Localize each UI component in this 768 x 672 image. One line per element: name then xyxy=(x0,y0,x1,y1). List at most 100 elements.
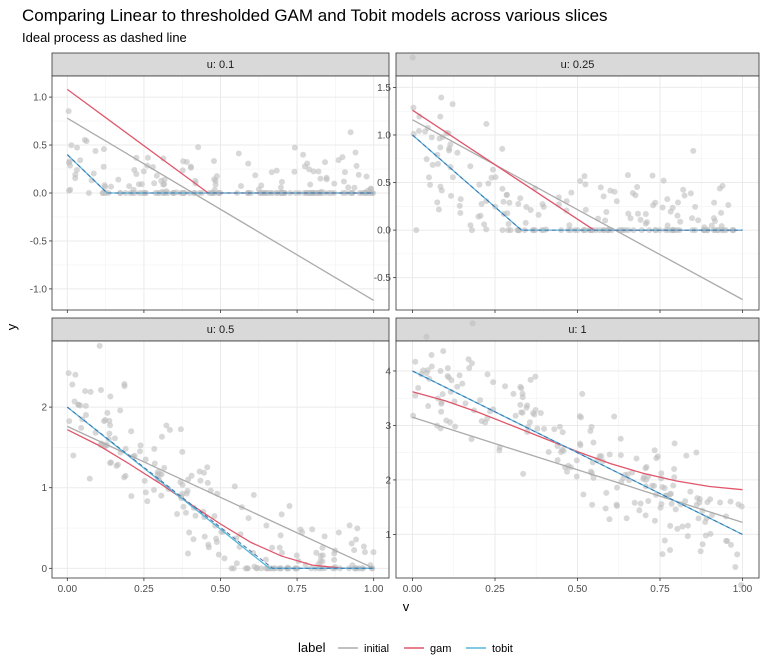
data-point xyxy=(468,436,475,443)
data-point xyxy=(590,439,597,446)
x-tick-label: 1.00 xyxy=(364,584,384,595)
data-point xyxy=(589,501,596,508)
data-point xyxy=(115,176,122,183)
data-point xyxy=(637,500,644,507)
data-point xyxy=(278,178,285,185)
data-point xyxy=(187,164,194,171)
data-point xyxy=(233,560,240,567)
y-tick-label: 2 xyxy=(41,403,47,414)
data-point xyxy=(500,198,507,205)
data-point xyxy=(179,448,186,455)
data-point xyxy=(423,333,430,340)
data-point xyxy=(163,422,170,429)
data-point xyxy=(667,208,674,215)
data-point xyxy=(315,168,322,175)
legend-label-initial: initial xyxy=(364,643,389,655)
data-point xyxy=(434,199,441,206)
data-point xyxy=(643,219,650,226)
data-point xyxy=(121,474,128,481)
data-point xyxy=(505,227,512,234)
data-point xyxy=(523,404,530,411)
data-point xyxy=(97,386,104,393)
data-point xyxy=(83,138,90,145)
data-point xyxy=(96,342,103,349)
data-point xyxy=(166,426,173,433)
data-point xyxy=(111,435,118,442)
data-point xyxy=(469,320,476,327)
data-point xyxy=(233,535,240,542)
data-point xyxy=(277,532,284,539)
data-point xyxy=(140,168,147,175)
data-point xyxy=(658,470,665,477)
series-line-initial xyxy=(67,425,374,569)
data-point xyxy=(724,538,731,545)
data-point xyxy=(196,468,203,475)
data-point xyxy=(653,455,660,462)
data-point xyxy=(340,178,347,185)
data-point xyxy=(597,184,604,191)
data-point xyxy=(602,217,609,224)
data-point xyxy=(606,516,613,523)
data-point xyxy=(505,220,512,227)
data-point xyxy=(664,196,671,203)
data-point xyxy=(577,177,584,184)
data-point xyxy=(667,490,674,497)
data-point xyxy=(100,146,107,153)
data-point xyxy=(483,197,490,204)
data-point xyxy=(490,379,497,386)
data-point xyxy=(482,419,489,426)
data-point xyxy=(353,536,360,543)
data-point xyxy=(519,390,526,397)
data-point xyxy=(415,384,422,391)
data-point xyxy=(449,101,456,108)
data-point xyxy=(636,507,643,514)
data-point xyxy=(434,160,441,167)
data-point xyxy=(568,189,575,196)
data-point xyxy=(65,108,72,115)
data-point xyxy=(643,464,650,471)
data-point xyxy=(180,158,187,165)
data-point xyxy=(573,473,580,480)
data-point xyxy=(339,154,346,161)
data-point xyxy=(231,483,238,490)
data-point xyxy=(361,549,368,556)
data-point xyxy=(502,383,509,390)
data-point xyxy=(428,351,435,358)
data-point xyxy=(499,145,506,152)
data-point xyxy=(77,157,84,164)
data-point xyxy=(425,403,432,410)
data-point xyxy=(131,166,138,173)
data-point xyxy=(611,413,618,420)
data-point xyxy=(598,453,605,460)
data-point xyxy=(693,501,700,508)
data-point xyxy=(102,416,109,423)
data-point xyxy=(671,474,678,481)
series-line-gam xyxy=(412,391,743,491)
data-point xyxy=(651,482,658,489)
series-line-initial xyxy=(412,416,743,524)
data-point xyxy=(459,380,466,387)
data-point xyxy=(437,367,444,374)
data-point xyxy=(108,183,115,190)
data-point xyxy=(727,541,734,548)
data-point xyxy=(128,428,135,435)
data-point xyxy=(126,183,133,190)
data-point xyxy=(238,182,245,189)
x-tick-label: 0.25 xyxy=(134,584,154,595)
data-point xyxy=(454,383,461,390)
data-point xyxy=(661,485,668,492)
data-point xyxy=(138,181,145,188)
data-point xyxy=(410,104,417,111)
data-point xyxy=(221,555,228,562)
data-point xyxy=(192,512,199,519)
data-point xyxy=(681,192,688,199)
data-point xyxy=(293,552,300,559)
data-point xyxy=(210,157,217,164)
data-point xyxy=(512,412,519,419)
data-point xyxy=(485,180,492,187)
data-point xyxy=(674,212,681,219)
ideal-process-line xyxy=(66,154,374,194)
data-point xyxy=(319,544,326,551)
data-point xyxy=(71,398,78,405)
data-point xyxy=(437,183,444,190)
